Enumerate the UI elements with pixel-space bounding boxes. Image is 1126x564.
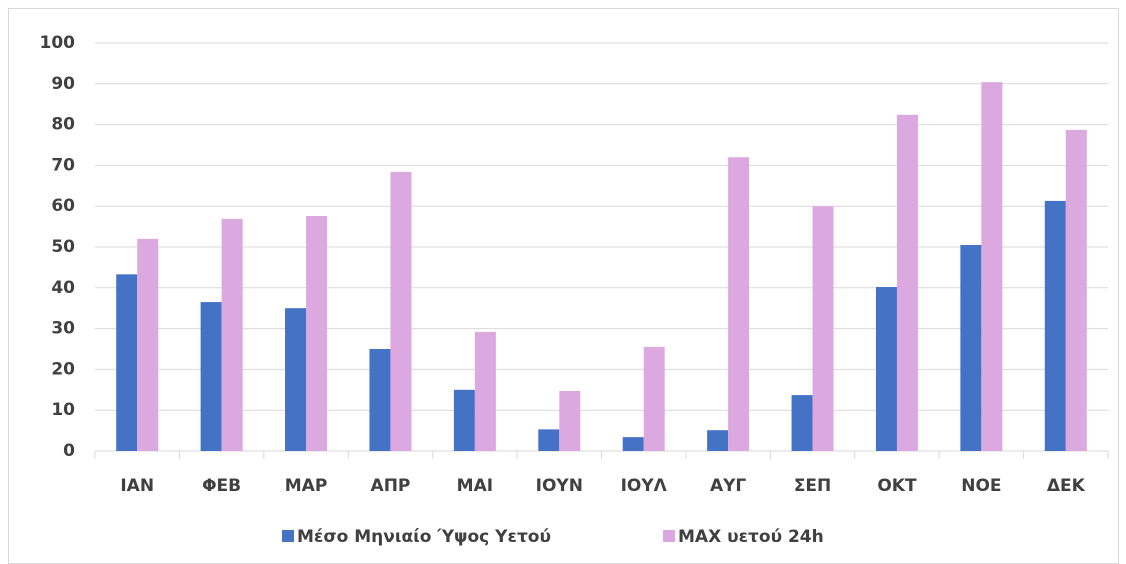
bar — [875, 286, 897, 451]
bar — [221, 218, 243, 451]
x-tick-label: ΔΕΚ — [1047, 476, 1086, 496]
x-tick-label: ΜΑΡ — [285, 476, 328, 496]
x-tick-label: ΜΑΙ — [457, 476, 493, 496]
bar — [960, 244, 982, 451]
legend-swatch — [282, 530, 294, 542]
y-tick-label: 50 — [51, 237, 75, 257]
bar — [137, 238, 159, 451]
y-tick-label: 40 — [51, 278, 75, 298]
bar — [981, 82, 1003, 451]
y-tick-label: 90 — [51, 74, 75, 94]
x-tick-label: ΝΟΕ — [961, 476, 1001, 496]
y-tick-label: 100 — [40, 33, 76, 53]
bar — [538, 429, 560, 451]
x-tick-label: ΣΕΠ — [794, 476, 831, 496]
bar — [559, 391, 581, 451]
bar — [791, 395, 813, 451]
y-tick-label: 70 — [51, 155, 75, 175]
bar — [200, 302, 222, 451]
bar — [728, 157, 750, 452]
bar — [643, 346, 665, 451]
bar — [896, 114, 918, 452]
bar — [474, 331, 496, 451]
x-tick-label: ΙΟΥΝ — [536, 476, 583, 496]
bar — [369, 349, 391, 451]
bar — [390, 171, 412, 452]
bar — [812, 206, 834, 451]
y-tick-label: 10 — [51, 400, 75, 420]
y-tick-label: 30 — [51, 319, 75, 339]
x-tick-label: ΦΕΒ — [202, 476, 241, 496]
x-tick-label: ΙΑΝ — [120, 476, 154, 496]
legend-label: MAX υετού 24h — [678, 527, 824, 547]
x-tick-label: ΟΚΤ — [877, 476, 917, 496]
bar — [622, 437, 644, 451]
legend-label: Μέσο Μηνιαίο Ύψος Υετού — [297, 527, 551, 547]
bar — [1044, 200, 1066, 451]
chart-border — [8, 8, 1119, 564]
y-tick-label: 0 — [63, 441, 75, 461]
bar — [1065, 129, 1087, 452]
bar — [285, 308, 307, 451]
x-tick-label: ΑΥΓ — [710, 476, 746, 496]
legend-swatch — [663, 530, 675, 542]
x-tick-label: ΙΟΥΛ — [621, 476, 668, 496]
bar — [453, 389, 475, 451]
bar — [707, 430, 729, 451]
y-tick-label: 60 — [51, 196, 75, 216]
y-tick-label: 20 — [51, 359, 75, 379]
x-tick-label: ΑΠΡ — [371, 476, 411, 496]
bar — [116, 274, 138, 451]
bar — [306, 215, 328, 451]
y-tick-label: 80 — [51, 115, 75, 135]
